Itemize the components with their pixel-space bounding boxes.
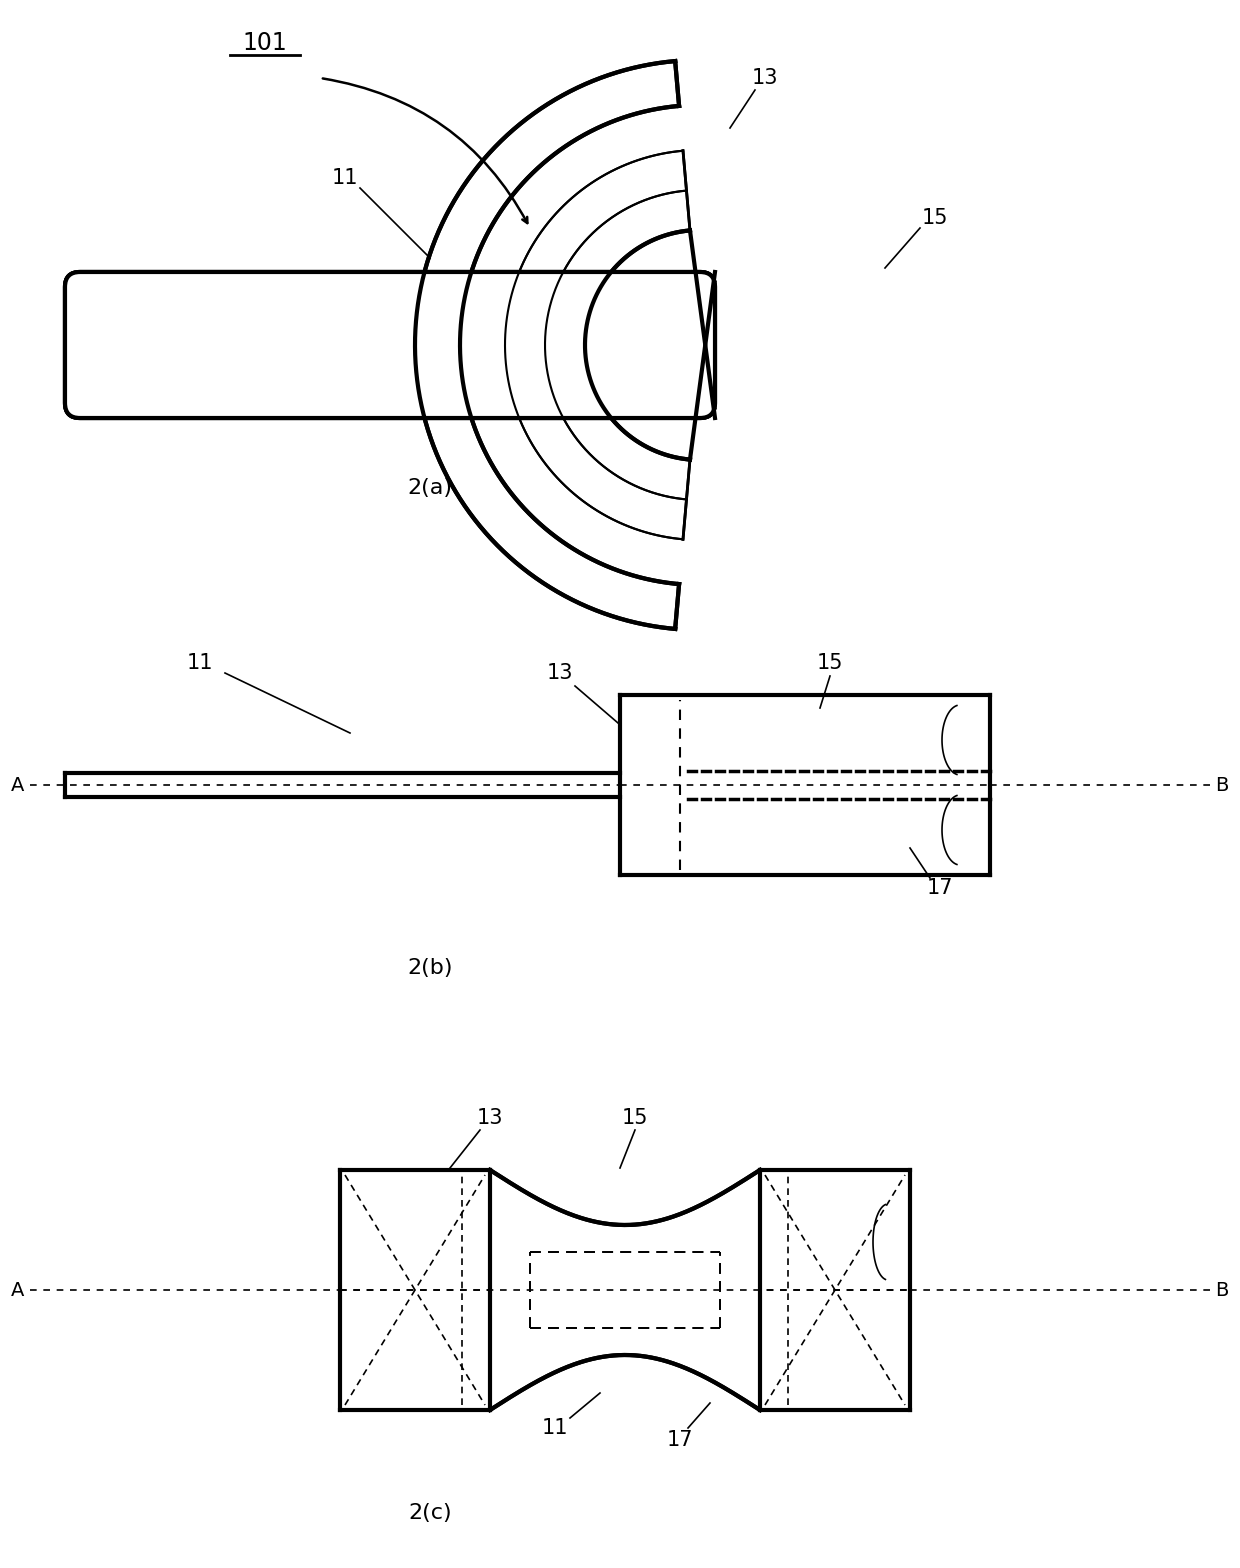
Text: 15: 15 [921, 209, 949, 227]
Text: 2(a): 2(a) [408, 478, 453, 499]
Text: 17: 17 [667, 1430, 693, 1450]
Polygon shape [585, 230, 689, 459]
Text: B: B [1215, 1281, 1229, 1300]
Text: B: B [1215, 776, 1229, 795]
Text: 13: 13 [751, 67, 779, 88]
Text: 11: 11 [542, 1417, 568, 1438]
FancyBboxPatch shape [64, 271, 715, 419]
Text: 11: 11 [187, 652, 213, 673]
Text: A: A [11, 776, 25, 795]
Text: 13: 13 [547, 663, 573, 684]
FancyBboxPatch shape [64, 271, 715, 419]
Text: A: A [11, 1281, 25, 1300]
Text: 2(c): 2(c) [408, 1504, 451, 1523]
Text: 17: 17 [926, 878, 954, 898]
Text: 101: 101 [243, 31, 288, 55]
FancyBboxPatch shape [64, 271, 715, 419]
Polygon shape [490, 1170, 760, 1410]
Text: 15: 15 [621, 1109, 649, 1127]
Text: 11: 11 [332, 168, 358, 188]
Bar [689, 282, 999, 408]
Text: 13: 13 [476, 1109, 503, 1127]
Text: 15: 15 [817, 652, 843, 673]
Text: 2(b): 2(b) [407, 958, 453, 978]
